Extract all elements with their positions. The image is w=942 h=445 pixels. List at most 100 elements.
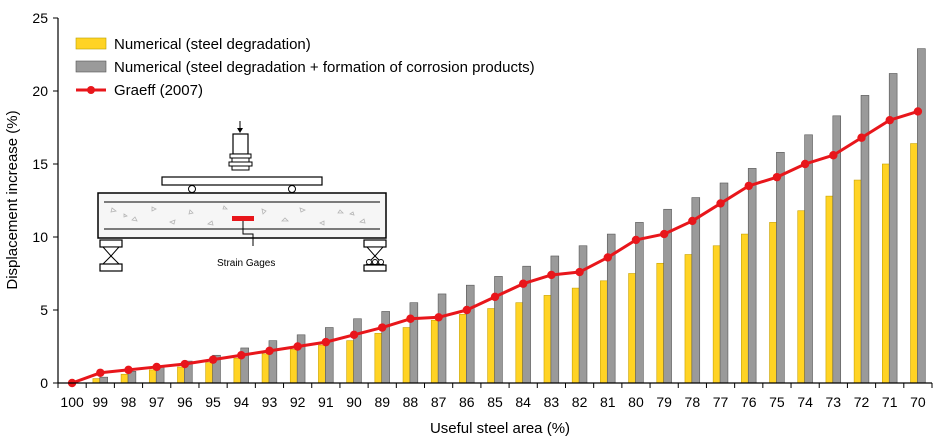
x-tick-label-97: 97 xyxy=(149,394,165,410)
x-tick-label-70: 70 xyxy=(910,394,926,410)
x-tick-label-88: 88 xyxy=(403,394,419,410)
legend-item-corrosion-products: Numerical (steel degradation + formation… xyxy=(75,59,535,76)
point-graeff-80 xyxy=(631,235,641,245)
x-tick-label-90: 90 xyxy=(346,394,362,410)
point-graeff-72 xyxy=(857,133,866,142)
x-tick-label-75: 75 xyxy=(769,394,785,410)
point-graeff-74 xyxy=(800,159,810,169)
point-graeff-77 xyxy=(716,199,725,208)
point-graeff-88 xyxy=(406,314,415,323)
x-tick-label-73: 73 xyxy=(826,394,842,410)
point-graeff-83 xyxy=(547,270,556,280)
bar-corrosion-products-80 xyxy=(635,222,644,384)
y-tick-label-15: 15 xyxy=(32,156,48,172)
x-tick-label-82: 82 xyxy=(572,394,588,410)
bar-corrosion-products-86 xyxy=(466,284,475,384)
bar-corrosion-products-87 xyxy=(437,293,447,384)
bar-corrosion-products-99 xyxy=(99,376,108,384)
point-graeff-85 xyxy=(490,292,500,302)
x-tick-label-92: 92 xyxy=(290,394,306,410)
bar-corrosion-products-78 xyxy=(691,197,701,384)
point-graeff-86 xyxy=(462,305,472,315)
point-graeff-76 xyxy=(744,181,753,191)
point-graeff-92 xyxy=(293,342,302,351)
legend: Numerical (steel degradation) Numerical … xyxy=(75,36,535,99)
legend-label-steel-degradation: Numerical (steel degradation) xyxy=(114,36,311,53)
bar-corrosion-products-92 xyxy=(296,334,306,384)
legend-swatch-steel-degradation xyxy=(75,37,107,50)
line-layer xyxy=(67,107,923,388)
x-tick-label-72: 72 xyxy=(854,394,870,410)
point-graeff-87 xyxy=(434,313,443,322)
x-tick-label-76: 76 xyxy=(741,394,757,410)
x-tick-label-87: 87 xyxy=(431,394,447,410)
legend-marker-graeff xyxy=(87,86,95,94)
legend-label-corrosion-products: Numerical (steel degradation + formation… xyxy=(114,59,535,76)
x-tick-label-83: 83 xyxy=(544,394,560,410)
legend-swatch-corrosion-products xyxy=(75,60,107,73)
point-graeff-94 xyxy=(237,351,246,360)
x-tick-label-94: 94 xyxy=(233,394,249,410)
point-graeff-98 xyxy=(124,365,133,375)
y-axis-title: Displacement increase (%) xyxy=(4,110,21,289)
x-axis-title: Useful steel area (%) xyxy=(430,420,570,437)
x-tick-label-81: 81 xyxy=(600,394,616,410)
x-tick-label-99: 99 xyxy=(93,394,109,410)
y-tick-label-20: 20 xyxy=(32,83,48,99)
x-tick-label-100: 100 xyxy=(60,394,84,410)
x-tick-label-74: 74 xyxy=(797,394,813,410)
point-graeff-95 xyxy=(208,355,218,364)
point-graeff-70 xyxy=(913,107,923,116)
x-tick-label-85: 85 xyxy=(487,394,503,410)
bar-corrosion-products-77 xyxy=(719,182,729,384)
point-graeff-89 xyxy=(378,323,387,332)
x-tick-label-91: 91 xyxy=(318,394,334,410)
bar-corrosion-products-82 xyxy=(578,245,588,384)
bar-corrosion-products-70 xyxy=(917,48,926,384)
x-tick-label-79: 79 xyxy=(656,394,672,410)
x-tick-label-95: 95 xyxy=(205,394,221,410)
legend-item-steel-degradation: Numerical (steel degradation) xyxy=(75,36,311,53)
bar-corrosion-products-76 xyxy=(747,168,757,384)
x-tick-label-98: 98 xyxy=(121,394,137,410)
strain-gages-label: Strain Gages xyxy=(217,258,275,269)
legend-label-graeff: Graeff (2007) xyxy=(114,82,203,99)
y-tick-label-25: 25 xyxy=(32,10,48,26)
x-tick-label-77: 77 xyxy=(713,394,729,410)
point-graeff-81 xyxy=(603,253,612,262)
bar-corrosion-products-91 xyxy=(325,327,334,384)
x-tick-label-80: 80 xyxy=(628,394,644,410)
y-tick-label-5: 5 xyxy=(40,302,48,318)
point-graeff-78 xyxy=(688,216,697,226)
point-graeff-99 xyxy=(96,368,105,377)
point-graeff-75 xyxy=(772,172,782,182)
x-tick-label-84: 84 xyxy=(515,394,531,410)
legend-item-graeff: Graeff (2007) xyxy=(76,82,203,99)
point-graeff-84 xyxy=(518,279,528,288)
point-graeff-73 xyxy=(829,151,838,160)
bars-layer xyxy=(92,48,926,384)
x-tick-label-86: 86 xyxy=(459,394,475,410)
y-tick-label-0: 0 xyxy=(40,375,48,391)
ticks-layer: 0 5 10 15 20 25 100 99 98 97 96 95 94 93 92 91 90 89 88 87 8… xyxy=(32,10,933,410)
point-graeff-79 xyxy=(659,229,669,239)
y-tick-label-10: 10 xyxy=(32,229,48,245)
bar-corrosion-products-74 xyxy=(804,134,813,384)
point-graeff-71 xyxy=(885,116,894,125)
point-graeff-97 xyxy=(152,362,161,372)
point-graeff-96 xyxy=(180,359,190,369)
bar-corrosion-products-75 xyxy=(776,152,785,384)
x-tick-label-93: 93 xyxy=(262,394,278,410)
x-tick-label-78: 78 xyxy=(685,394,701,410)
x-tick-label-89: 89 xyxy=(374,394,390,410)
x-tick-label-71: 71 xyxy=(882,394,898,410)
beam-test-schematic: Strain Gages xyxy=(97,121,387,272)
point-graeff-82 xyxy=(575,267,584,277)
bar-corrosion-products-89 xyxy=(381,311,390,384)
axes-layer xyxy=(57,18,932,384)
point-graeff-93 xyxy=(265,346,274,356)
bar-corrosion-products-90 xyxy=(353,318,362,384)
x-tick-label-96: 96 xyxy=(177,394,193,410)
